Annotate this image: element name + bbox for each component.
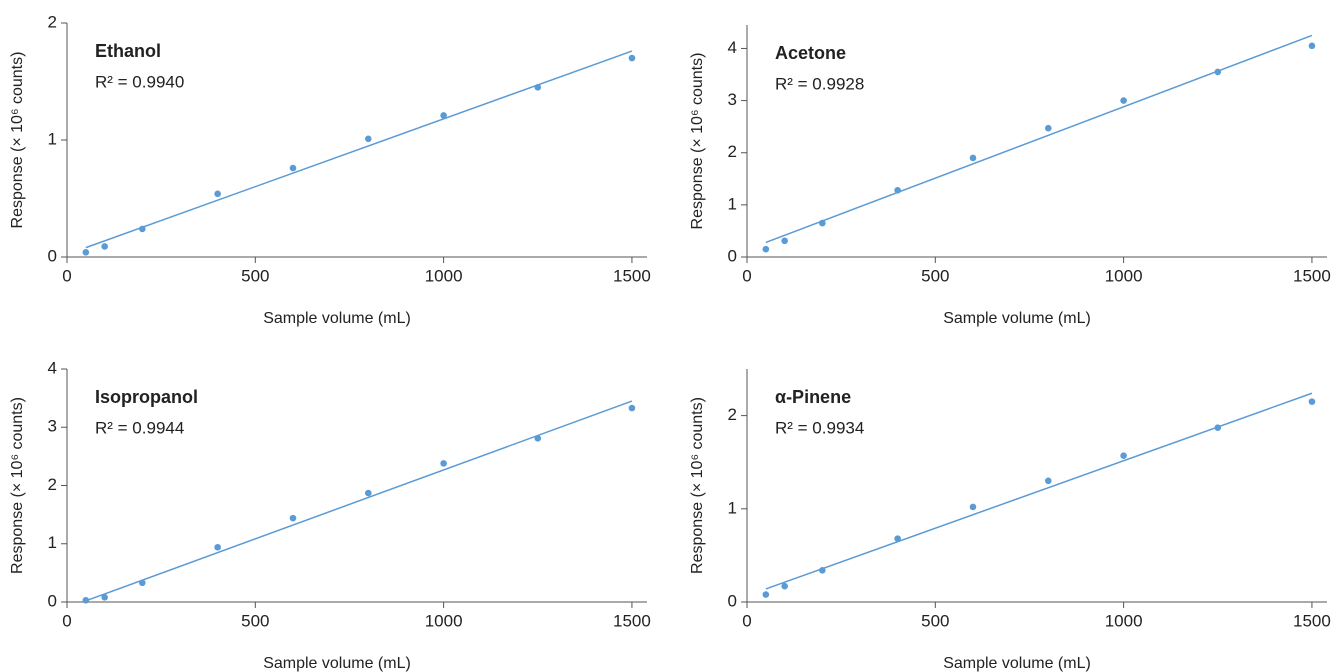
r-squared: R² = 0.9944 xyxy=(95,418,184,437)
panel-title: Acetone xyxy=(775,43,846,63)
data-point xyxy=(628,54,636,62)
x-tick-label: 1000 xyxy=(425,611,463,630)
y-tick-label: 2 xyxy=(48,12,57,31)
data-point xyxy=(82,249,90,256)
y-axis-label: Response (× 10⁶ counts) xyxy=(689,53,706,230)
x-tick-label: 1500 xyxy=(613,611,651,630)
data-point xyxy=(894,186,901,194)
x-tick-label: 1500 xyxy=(613,266,651,285)
y-tick-label: 0 xyxy=(48,246,57,265)
y-tick-label: 1 xyxy=(48,533,57,552)
x-tick-label: 0 xyxy=(62,266,71,285)
x-tick-label: 500 xyxy=(921,611,949,630)
y-tick-label: 2 xyxy=(48,475,57,494)
data-point xyxy=(762,591,770,598)
data-point xyxy=(819,567,826,574)
data-point xyxy=(969,503,977,511)
x-tick-label: 1000 xyxy=(425,266,463,285)
data-point xyxy=(781,582,788,590)
data-point xyxy=(1120,97,1127,104)
x-tick-label: 0 xyxy=(62,611,71,630)
x-axis-label: Sample volume (mL) xyxy=(943,655,1091,672)
data-point xyxy=(214,543,221,551)
x-tick-label: 500 xyxy=(921,266,949,285)
fit-line xyxy=(85,400,633,602)
data-point xyxy=(214,190,221,198)
y-tick-label: 4 xyxy=(728,38,737,57)
y-axis-label: Response (× 10⁶ counts) xyxy=(9,397,26,574)
x-tick-label: 0 xyxy=(742,266,751,285)
x-tick-label: 1500 xyxy=(1293,611,1331,630)
y-tick-label: 3 xyxy=(728,90,737,109)
y-tick-label: 4 xyxy=(48,358,57,377)
fit-line xyxy=(765,392,1313,590)
data-point xyxy=(628,404,636,412)
y-tick-label: 2 xyxy=(728,405,737,424)
x-axis-label: Sample volume (mL) xyxy=(263,310,411,327)
panel-title: α-Pinene xyxy=(775,387,851,407)
data-point xyxy=(289,164,297,172)
panel-title: Isopropanol xyxy=(95,387,198,407)
x-tick-label: 1000 xyxy=(1105,611,1143,630)
data-point xyxy=(1044,477,1052,485)
y-tick-label: 1 xyxy=(728,498,737,517)
fit-line xyxy=(85,50,633,249)
data-point xyxy=(819,219,826,227)
x-tick-label: 0 xyxy=(742,611,751,630)
data-point xyxy=(1120,452,1127,459)
data-point xyxy=(1308,398,1316,405)
data-point xyxy=(101,243,108,250)
data-point xyxy=(139,225,146,233)
data-point xyxy=(82,596,90,604)
x-tick-label: 1000 xyxy=(1105,266,1143,285)
y-tick-label: 3 xyxy=(48,417,57,436)
x-axis-label: Sample volume (mL) xyxy=(943,310,1091,327)
data-point xyxy=(534,84,542,91)
y-tick-label: 0 xyxy=(48,591,57,610)
data-point xyxy=(534,435,542,442)
r-squared: R² = 0.9928 xyxy=(775,74,864,93)
y-tick-label: 0 xyxy=(728,246,737,265)
y-axis-label: Response (× 10⁶ counts) xyxy=(689,397,706,574)
data-point xyxy=(969,154,977,162)
data-point xyxy=(440,460,447,467)
x-tick-label: 500 xyxy=(241,611,269,630)
data-point xyxy=(1044,124,1052,132)
data-point xyxy=(781,237,788,245)
x-tick-label: 1500 xyxy=(1293,266,1331,285)
y-tick-label: 2 xyxy=(728,142,737,161)
data-point xyxy=(364,489,372,497)
panel-title: Ethanol xyxy=(95,41,161,61)
data-point xyxy=(894,535,901,542)
data-point xyxy=(1308,42,1316,50)
data-point xyxy=(1214,68,1222,76)
x-axis-label: Sample volume (mL) xyxy=(263,655,411,672)
y-tick-label: 1 xyxy=(728,194,737,213)
y-tick-label: 0 xyxy=(728,591,737,610)
data-point xyxy=(440,112,447,119)
fit-line xyxy=(765,34,1313,244)
x-tick-label: 500 xyxy=(241,266,269,285)
data-point xyxy=(762,245,770,253)
data-point xyxy=(364,135,372,143)
y-tick-label: 1 xyxy=(48,129,57,148)
data-point xyxy=(289,514,297,522)
y-axis-label: Response (× 10⁶ counts) xyxy=(9,52,26,229)
r-squared: R² = 0.9934 xyxy=(775,418,864,437)
data-point xyxy=(101,594,108,601)
data-point xyxy=(1214,424,1222,432)
r-squared: R² = 0.9940 xyxy=(95,72,184,91)
data-point xyxy=(139,579,146,587)
